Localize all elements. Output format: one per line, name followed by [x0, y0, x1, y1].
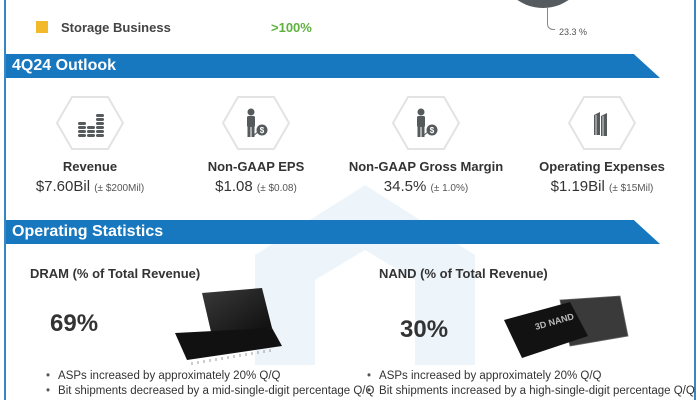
coin-stacks-icon [78, 114, 104, 137]
hex-badge: $ [391, 95, 461, 151]
dram-title: DRAM (% of Total Revenue) [30, 266, 201, 281]
nand-bullet: ASPs increased by approximately 20% Q/Q [367, 369, 695, 384]
card-label: Revenue [62, 159, 118, 174]
card-label: Non-GAAP EPS [207, 159, 305, 174]
outlook-card-eps: $ Non-GAAP EPS $1.08 (± $0.08) [176, 95, 336, 195]
pie-leader-line [547, 8, 555, 30]
card-label: Non-GAAP Gross Margin [348, 159, 504, 174]
legend-storage-business: Storage Business >100% [36, 18, 312, 36]
person-dollar-icon: $ [417, 108, 438, 137]
card-value: $1.08 (± $0.08) [215, 178, 297, 195]
hex-badge: $ [221, 95, 291, 151]
outlook-section-header: 4Q24 Outlook [6, 54, 660, 78]
card-label: Operating Expenses [539, 159, 665, 174]
outlook-card-operating-expenses: Operating Expenses $1.19Bil (± $15Mil) [522, 95, 682, 195]
nand-chip-image: 3D NAND [504, 295, 629, 358]
dram-percent: 69% [50, 310, 99, 337]
svg-text:$: $ [430, 126, 435, 135]
dram-bullet-list: ASPs increased by approximately 20% Q/Q … [46, 369, 374, 399]
dram-chip-image [175, 288, 282, 365]
dram-bullet: Bit shipments decreased by a mid-single-… [46, 384, 374, 399]
nand-title: NAND (% of Total Revenue) [379, 266, 548, 281]
outlook-card-gross-margin: $ Non-GAAP Gross Margin 34.5% (± 1.0%) [346, 95, 506, 195]
card-value: $7.60Bil (± $200Mil) [35, 178, 145, 195]
pie-slice-label: 23.3 % [559, 27, 588, 37]
hex-badge [567, 95, 637, 151]
legend-value: >100% [271, 19, 312, 35]
legend-swatch [36, 21, 48, 33]
nand-percent: 30% [400, 316, 449, 343]
operating-statistics-section-header: Operating Statistics [6, 220, 660, 244]
outlook-card-revenue: Revenue $7.60Bil (± $200Mil) [10, 95, 170, 195]
hex-badge [55, 95, 125, 151]
person-dollar-icon: $ [247, 108, 268, 137]
pie-chart-fragment [498, 0, 588, 8]
page-frame [4, 0, 696, 400]
books-icon [594, 112, 607, 136]
nand-bullet: Bit shipments increased by a high-single… [367, 384, 695, 399]
legend-label: Storage Business [61, 19, 171, 35]
dram-bullet: ASPs increased by approximately 20% Q/Q [46, 369, 374, 384]
nand-bullet-list: ASPs increased by approximately 20% Q/Q … [367, 369, 695, 399]
svg-text:$: $ [260, 126, 265, 135]
card-value: $1.19Bil (± $15Mil) [550, 178, 654, 195]
card-value: 34.5% (± 1.0%) [383, 178, 469, 195]
